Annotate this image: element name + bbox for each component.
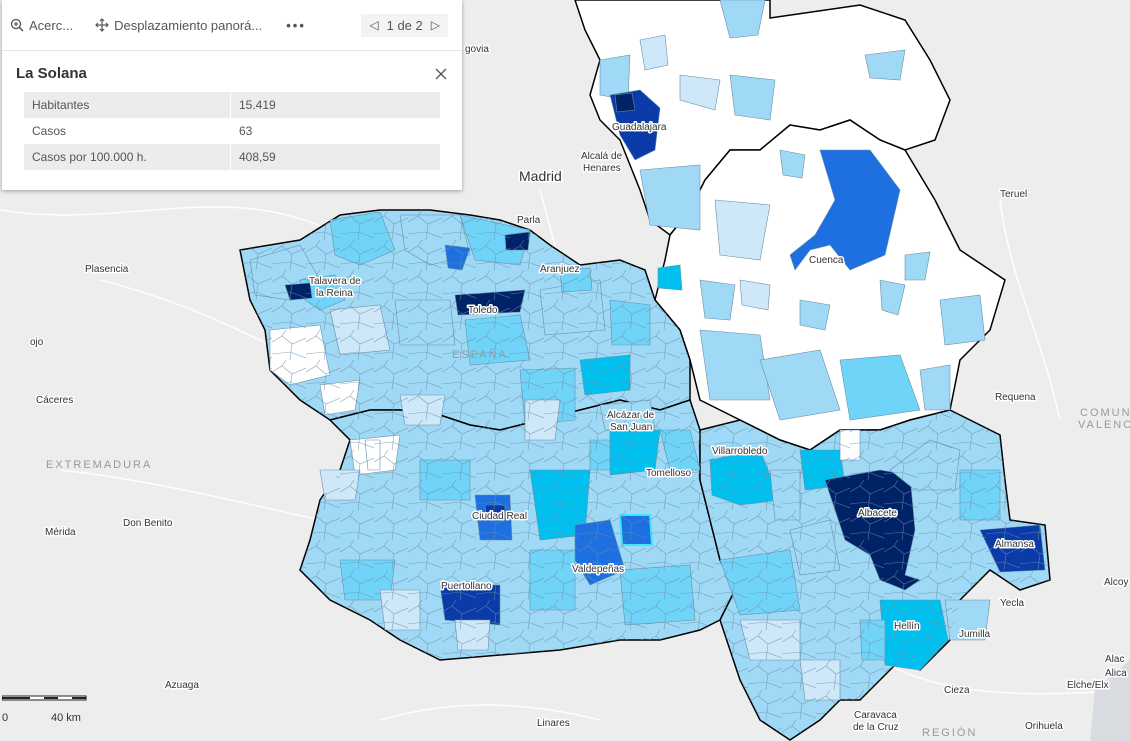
field-value: 408,59 [230, 144, 440, 170]
label-requena: Requena [995, 392, 1036, 403]
pan-button[interactable]: Desplazamiento panorá... [95, 18, 262, 33]
label-comunidad: COMUNI [1080, 407, 1130, 419]
popup-title: La Solana [16, 65, 87, 82]
label-alcala-2: Henares [583, 163, 621, 174]
label-puertollano: Puertollano [441, 581, 492, 592]
scale-bar-graphic: 0 40 km [1, 695, 87, 724]
field-label: Habitantes [24, 92, 231, 118]
next-feature-icon[interactable]: ▷ [430, 18, 440, 32]
label-caravaca-2: de la Cruz [853, 722, 899, 733]
label-valdepenas: Valdepeñas [572, 564, 624, 575]
label-azuaga: Azuaga [165, 680, 199, 691]
label-aranjuez: Aranjuez [540, 264, 579, 275]
label-parla: Parla [517, 215, 541, 226]
basemap-roads [0, 189, 1130, 721]
zoom-in-icon [10, 18, 24, 32]
label-toledo: Toledo [468, 305, 498, 316]
label-hellin: Hellín [894, 621, 920, 632]
label-alcoy: Alcoy [1104, 577, 1128, 588]
label-tomelloso: Tomelloso [646, 468, 691, 479]
scale-distance: 40 km [51, 712, 81, 724]
label-ojo: ojo [30, 337, 44, 348]
label-orihuela: Orihuela [1025, 721, 1063, 732]
pan-label: Desplazamiento panorá... [114, 17, 263, 33]
label-cieza: Cieza [944, 685, 970, 696]
feature-popup: Acerc... Desplazamiento panorá... ••• ◁ … [2, 0, 462, 190]
label-jumilla: Jumilla [959, 629, 991, 640]
popup-header: La Solana [2, 51, 462, 92]
label-don-benito: Don Benito [123, 518, 173, 529]
pan-arrows-icon [95, 18, 109, 32]
label-elche: Elche/Elx [1067, 680, 1109, 691]
label-alic: Alica [1105, 668, 1127, 679]
label-valencia: VALENC [1078, 419, 1130, 431]
label-teruel: Teruel [1000, 189, 1027, 200]
table-row: Habitantes 15.419 [24, 92, 440, 118]
label-talavera-2: la Reina [316, 288, 353, 299]
field-value: 63 [239, 124, 253, 138]
label-extremadura: EXTREMADURA [46, 459, 152, 471]
label-ciudad-real: Ciudad Real [472, 511, 527, 522]
label-yecla: Yecla [1000, 598, 1025, 609]
label-talavera-1: Talavera de [309, 276, 361, 287]
feature-pager: ◁ 1 de 2 ▷ [361, 13, 448, 37]
table-row: Casos por 100.000 h. 408,59 [24, 144, 440, 170]
previous-feature-icon[interactable]: ◁ [369, 18, 379, 32]
table-row: Casos 63 [24, 118, 440, 144]
label-alac: Alac [1105, 654, 1124, 665]
pager-text: 1 de 2 [386, 17, 423, 33]
label-caceres: Cáceres [36, 395, 73, 406]
label-region: REGIÓN [922, 726, 977, 739]
label-alcala-1: Alcalá de [581, 151, 623, 162]
zoom-to-button[interactable]: Acerc... [10, 18, 73, 33]
label-caravaca-1: Caravaca [854, 710, 897, 721]
label-govia: govia [465, 44, 489, 55]
municipality-borders [240, 210, 1050, 740]
label-albacete: Albacete [858, 508, 897, 519]
label-plasencia: Plasencia [85, 264, 129, 275]
sea-area [1090, 660, 1130, 741]
popup-toolbar: Acerc... Desplazamiento panorá... ••• ◁ … [2, 0, 462, 51]
label-alcazar-1: Alcázar de [607, 410, 655, 421]
more-options-button[interactable]: ••• [286, 17, 306, 33]
label-madrid: Madrid [519, 168, 562, 184]
field-label: Casos [24, 118, 231, 144]
label-cuenca: Cuenca [809, 255, 844, 266]
label-merida: Mérida [45, 527, 76, 538]
zoom-to-label: Acerc... [29, 17, 74, 33]
scale-zero: 0 [2, 712, 8, 724]
scale-bar: 0 40 km [1, 692, 88, 732]
label-almansa: Almansa [995, 539, 1034, 550]
map-labels: ESPAÑA EXTREMADURA COMUNI VALENC REGIÓN … [29, 43, 1130, 740]
label-guadalajara: Guadalajara [612, 122, 667, 133]
label-villarrobledo: Villarrobledo [712, 446, 768, 457]
label-alcazar-2: San Juan [610, 422, 652, 433]
label-linares: Linares [537, 718, 570, 729]
close-icon[interactable] [434, 67, 448, 81]
label-espana: ESPAÑA [452, 348, 508, 361]
attribute-table: Habitantes 15.419 Casos 63 Casos por 100… [24, 92, 440, 170]
field-label: Casos por 100.000 h. [24, 144, 231, 170]
field-value: 15.419 [230, 92, 440, 118]
